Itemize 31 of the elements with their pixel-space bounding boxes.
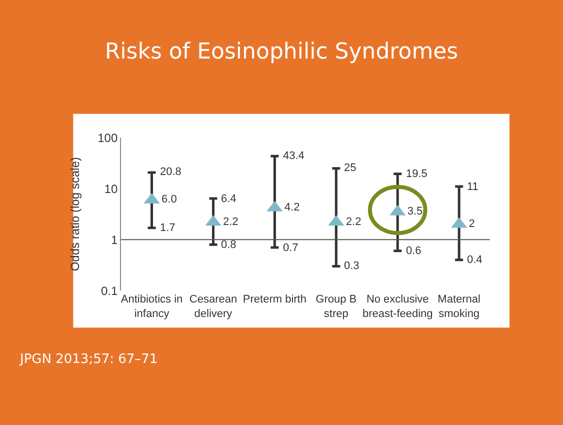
- annotation: 19.5: [406, 168, 428, 180]
- annotation: 1.7: [160, 222, 176, 234]
- x-tick-label: Group B strep: [316, 294, 357, 320]
- chart-title: Risks of Eosinophilic Syndromes: [104, 40, 458, 65]
- y-tick-label: 100: [98, 130, 118, 145]
- annotation: 0.6: [406, 245, 422, 257]
- data-label: 6.0: [162, 194, 177, 206]
- x-tick-label: Cesarean delivery: [189, 294, 238, 320]
- annotation: 0.4: [467, 254, 482, 266]
- annotation: 20.8: [160, 166, 182, 178]
- y-tick-label: 1: [110, 232, 118, 247]
- x-tick-label: No exclusive breast-feeding: [362, 294, 433, 320]
- annotation: 11: [467, 181, 478, 193]
- annotation: 6.4: [221, 193, 236, 205]
- annotation: 43.4: [283, 150, 304, 162]
- x-tick-label: Maternal smoking: [438, 294, 480, 320]
- data-label: 2: [468, 218, 475, 230]
- annotation: 25: [344, 162, 356, 174]
- data-label: 2.2: [222, 216, 238, 228]
- y-axis-title: Odds ratio (log scale): [68, 157, 82, 272]
- annotation: 0.8: [221, 239, 236, 251]
- y-tick-label: 0.1: [100, 284, 118, 298]
- data-label: 4.2: [284, 202, 300, 214]
- text: JPGN 2013;57: 67–71: [19, 352, 158, 367]
- annotation: 0.3: [344, 260, 360, 272]
- data-label: 3.5: [407, 206, 423, 218]
- x-tick-label: Preterm birth: [242, 294, 306, 306]
- data-label: 2.2: [346, 216, 362, 228]
- annotation: 0.7: [283, 242, 298, 254]
- x-tick-label: Antibiotics in infancy: [120, 294, 183, 320]
- y-tick-label: 10: [104, 182, 118, 196]
